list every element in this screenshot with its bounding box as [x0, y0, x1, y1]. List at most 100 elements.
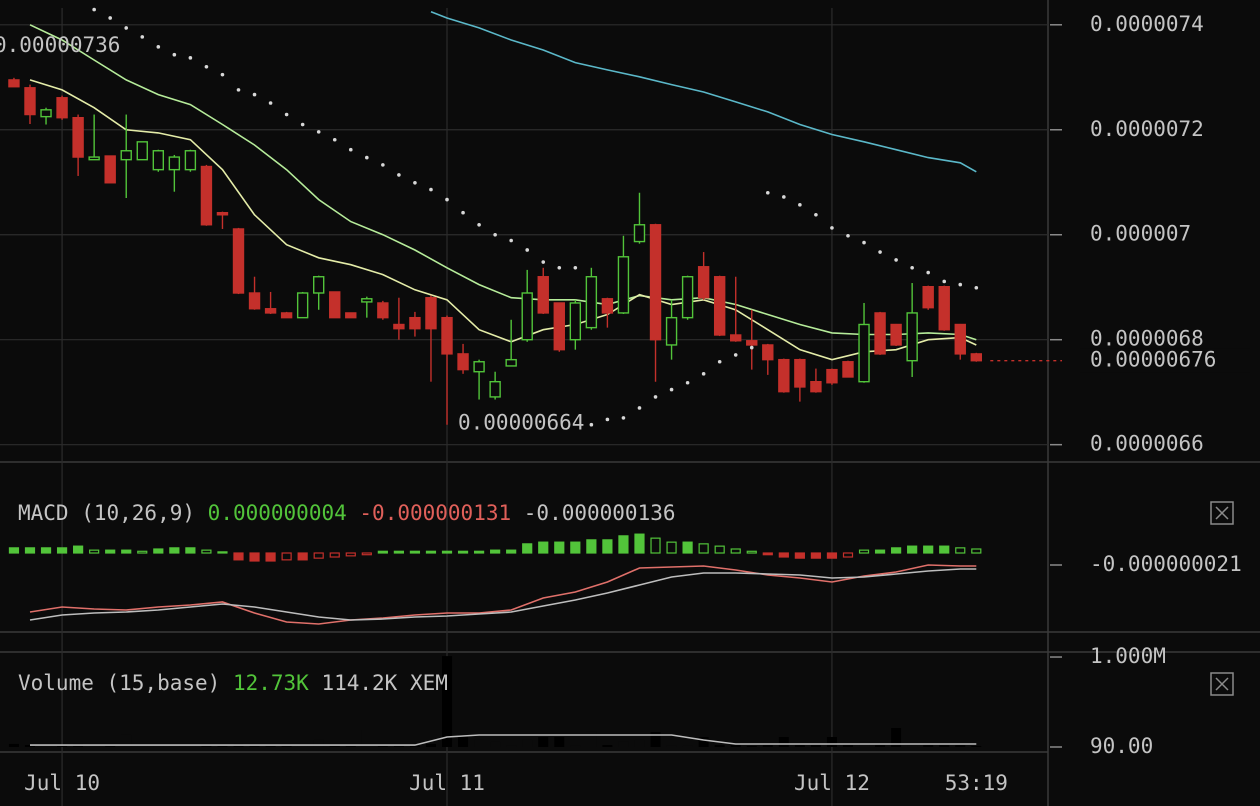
histogram-bar [923, 545, 934, 554]
histogram-bar [826, 552, 838, 559]
candle-body [152, 150, 165, 171]
sar-dot [429, 187, 433, 192]
volume-bar [618, 741, 629, 747]
histogram-bar [698, 543, 709, 554]
indicator-line [29, 564, 977, 625]
candle-body [489, 380, 501, 398]
histogram-bar [778, 552, 789, 558]
histogram-bar [24, 547, 36, 554]
sar-dot [846, 233, 850, 238]
candle-body [345, 312, 357, 319]
candle-body [906, 312, 918, 362]
histogram-bar [217, 551, 228, 554]
sar-dot [284, 112, 289, 117]
candle-body [377, 302, 389, 319]
histogram-bar [425, 550, 437, 554]
candle-body [425, 297, 437, 330]
histogram-bar [105, 549, 116, 554]
volume-bar [586, 731, 597, 747]
candle-body [296, 292, 309, 319]
volume-bar [538, 737, 549, 747]
candle-body [232, 228, 245, 294]
histogram-bar [762, 552, 773, 556]
sar-dot [108, 16, 112, 20]
volume-bar [762, 745, 773, 747]
volume-bar [474, 739, 485, 747]
sar-dot [477, 222, 481, 227]
sar-dot [926, 270, 930, 275]
sar-dot [204, 64, 209, 69]
sar-dot [910, 266, 914, 270]
volume-bar [794, 745, 805, 747]
histogram-bar [650, 537, 661, 554]
volume-bar [522, 739, 533, 747]
indicator-line [29, 568, 977, 621]
volume-header: Volume (15,base) 12.73K 114.2K XEM [18, 671, 448, 695]
sar-dot [573, 266, 578, 270]
volume-bar [361, 729, 372, 747]
volume-bar [409, 745, 420, 747]
candle-body [649, 224, 662, 341]
candle-body [842, 361, 854, 378]
sar-dot [541, 260, 546, 264]
candle-body [248, 292, 261, 310]
histogram-bar [249, 552, 260, 562]
candle-body [312, 276, 325, 294]
sar-dot [348, 147, 353, 152]
sar-dot [878, 250, 882, 254]
histogram-bar [666, 541, 677, 554]
histogram-bar [89, 549, 100, 554]
volume-bar [554, 737, 565, 747]
candle-body [922, 285, 934, 309]
volume-bar [89, 745, 100, 747]
candle-body [970, 353, 983, 362]
sar-dot [605, 417, 610, 422]
volume-bar [842, 745, 853, 747]
histogram-bar [281, 552, 292, 561]
candle-body [329, 291, 341, 319]
histogram-bar [73, 545, 84, 554]
volume-bar [8, 743, 19, 747]
candle-body [264, 308, 277, 314]
close-icon[interactable] [1215, 677, 1229, 691]
x-tick-label: Jul 12 [794, 771, 870, 795]
close-icon[interactable] [1215, 506, 1229, 520]
y-tick-label: 0.0000072 [1090, 117, 1204, 141]
sar-dot [717, 359, 722, 364]
volume-bar [714, 745, 725, 747]
volume-bar [698, 737, 709, 747]
marks [8, 7, 1062, 747]
sar-dot [236, 88, 241, 92]
candle-body [778, 358, 790, 393]
histogram-bar [971, 548, 982, 554]
candle-body [24, 87, 36, 116]
volume-bar [730, 745, 741, 747]
volume-bar [490, 741, 501, 747]
candle-body [681, 276, 694, 319]
candle-body [794, 358, 806, 388]
candle-body [537, 276, 549, 314]
candle-body [280, 312, 293, 319]
volume-bar [201, 745, 212, 747]
histogram-bar [345, 552, 356, 557]
close-macd-button[interactable] [1210, 501, 1234, 525]
candle-body [553, 302, 565, 351]
sar-dot [942, 279, 947, 284]
candle-body [441, 316, 453, 355]
y-tick-label: 0.0000074 [1090, 12, 1204, 36]
volume-bar [891, 728, 902, 747]
volume-title: Volume (15,base) [18, 671, 220, 695]
close-volume-button[interactable] [1210, 672, 1234, 696]
histogram-bar [842, 552, 854, 558]
candle-body [72, 116, 84, 158]
volume-bar [169, 745, 180, 747]
candle-body [874, 312, 886, 355]
candle-body [184, 150, 197, 171]
candle-body [104, 155, 116, 184]
histogram-bar [377, 550, 388, 554]
histogram-bar [297, 552, 308, 561]
volume-bar [923, 745, 934, 747]
close-box[interactable] [1210, 672, 1234, 696]
close-box[interactable] [1210, 501, 1234, 525]
